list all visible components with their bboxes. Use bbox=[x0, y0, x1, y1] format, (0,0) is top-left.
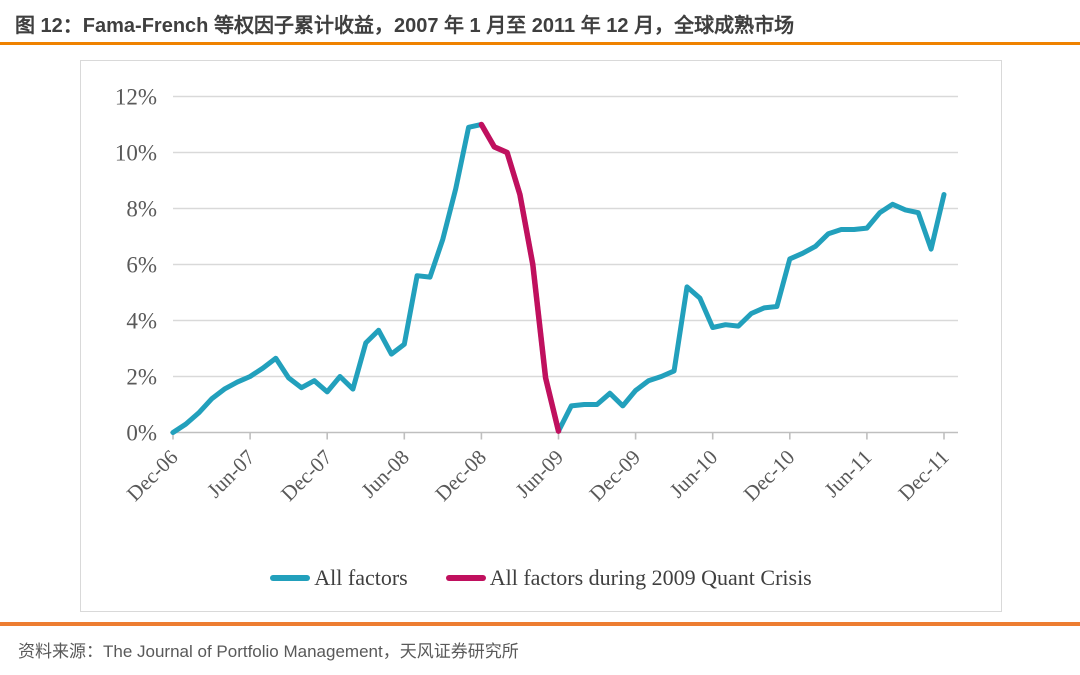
svg-text:Jun-10: Jun-10 bbox=[665, 445, 722, 502]
svg-text:Dec-07: Dec-07 bbox=[276, 445, 337, 506]
svg-text:8%: 8% bbox=[126, 197, 157, 222]
chart-legend: All factors All factors during 2009 Quan… bbox=[81, 561, 1001, 595]
svg-text:Jun-09: Jun-09 bbox=[511, 445, 568, 502]
svg-text:2%: 2% bbox=[126, 365, 157, 390]
legend-label: All factors during 2009 Quant Crisis bbox=[489, 565, 812, 590]
cumulative-return-chart: Dec-06 Jun-07 Dec-07 Jun-08 Dec-08 Jun-09 Dec-… bbox=[115, 85, 958, 506]
figure-title: 图 12：Fama-French 等权因子累计收益，2007 年 1 月至 20… bbox=[15, 15, 795, 37]
svg-text:10%: 10% bbox=[115, 141, 157, 166]
legend-item-all-factors: All factors bbox=[270, 565, 408, 591]
top-divider bbox=[0, 42, 1080, 45]
crisis-line-swatch bbox=[445, 575, 486, 581]
svg-text:Dec-11: Dec-11 bbox=[893, 445, 953, 505]
legend-item-quant-crisis: All factors during 2009 Quant Crisis bbox=[445, 565, 812, 591]
all-factors-line-swatch bbox=[270, 575, 311, 581]
svg-text:Dec-08: Dec-08 bbox=[430, 445, 491, 506]
svg-text:Dec-10: Dec-10 bbox=[739, 445, 800, 506]
source-prefix: 资料来源： bbox=[18, 642, 103, 661]
svg-text:Jun-11: Jun-11 bbox=[820, 445, 877, 502]
svg-text:Jun-07: Jun-07 bbox=[202, 445, 259, 502]
svg-text:4%: 4% bbox=[126, 309, 157, 334]
svg-text:Dec-09: Dec-09 bbox=[584, 445, 645, 506]
legend-label: All factors bbox=[314, 565, 408, 590]
svg-text:6%: 6% bbox=[126, 253, 157, 278]
chart-card: Dec-06 Jun-07 Dec-07 Jun-08 Dec-08 Jun-09 Dec-… bbox=[80, 60, 1002, 612]
svg-text:Jun-08: Jun-08 bbox=[356, 445, 413, 502]
svg-text:0%: 0% bbox=[126, 421, 157, 446]
svg-text:12%: 12% bbox=[115, 85, 157, 110]
svg-text:Dec-06: Dec-06 bbox=[122, 445, 183, 506]
source-note: 资料来源：The Journal of Portfolio Management… bbox=[18, 637, 1058, 662]
bottom-divider bbox=[0, 622, 1080, 626]
source-body: The Journal of Portfolio Management，天风证券… bbox=[103, 642, 519, 661]
